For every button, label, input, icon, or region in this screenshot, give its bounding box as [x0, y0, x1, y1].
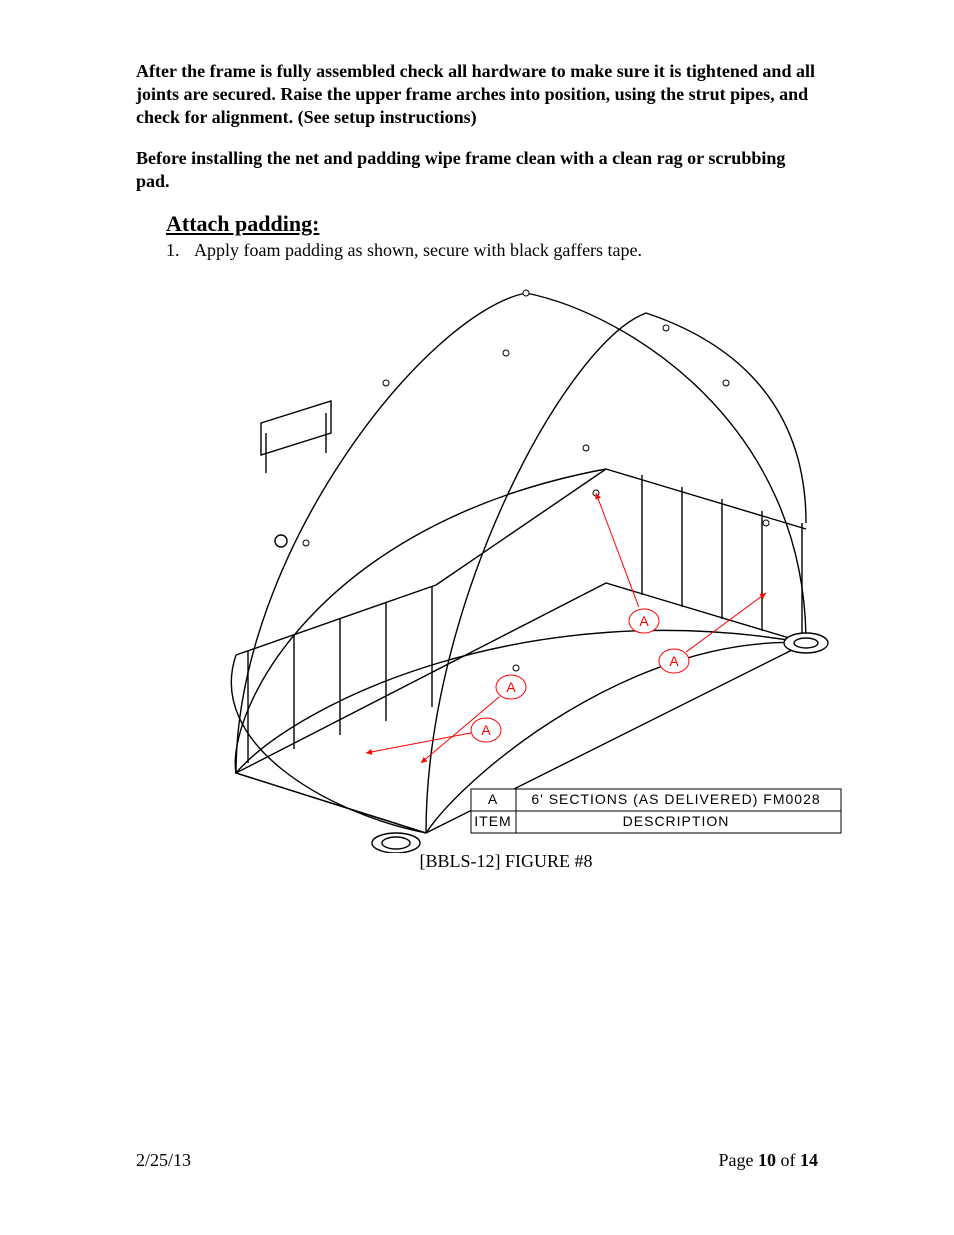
numbered-list: 1. Apply foam padding as shown, secure w…	[166, 239, 818, 262]
figure-caption: [BBLS-12] FIGURE #8	[166, 851, 846, 872]
footer-page-number: Page 10 of 14	[719, 1150, 819, 1171]
legend-table: A 6' SECTIONS (AS DELIVERED) FM0028 ITEM…	[471, 789, 841, 833]
svg-text:A: A	[506, 679, 516, 695]
list-item-text: Apply foam padding as shown, secure with…	[194, 239, 642, 262]
legend-desc-0: 6' SECTIONS (AS DELIVERED) FM0028	[531, 791, 820, 807]
svg-text:A: A	[669, 653, 679, 669]
footer-date: 2/25/13	[136, 1150, 191, 1171]
paragraph-1: After the frame is fully assembled check…	[136, 60, 818, 129]
list-item-number: 1.	[166, 239, 194, 262]
legend-item-1: ITEM	[474, 813, 511, 829]
frame-diagram: A A A A A 6' SECTIONS (AS DELIVERED) FM0028…	[166, 273, 846, 853]
page-footer: 2/25/13 Page 10 of 14	[136, 1150, 818, 1171]
svg-text:A: A	[639, 613, 649, 629]
svg-text:A: A	[481, 722, 491, 738]
page: After the frame is fully assembled check…	[0, 0, 954, 1235]
legend-item-0: A	[488, 791, 498, 807]
section-heading: Attach padding:	[166, 211, 818, 237]
figure-container: A A A A A 6' SECTIONS (AS DELIVERED) FM0028…	[166, 273, 846, 872]
paragraph-2: Before installing the net and padding wi…	[136, 147, 818, 193]
legend-desc-1: DESCRIPTION	[623, 813, 730, 829]
list-item: 1. Apply foam padding as shown, secure w…	[166, 239, 818, 262]
